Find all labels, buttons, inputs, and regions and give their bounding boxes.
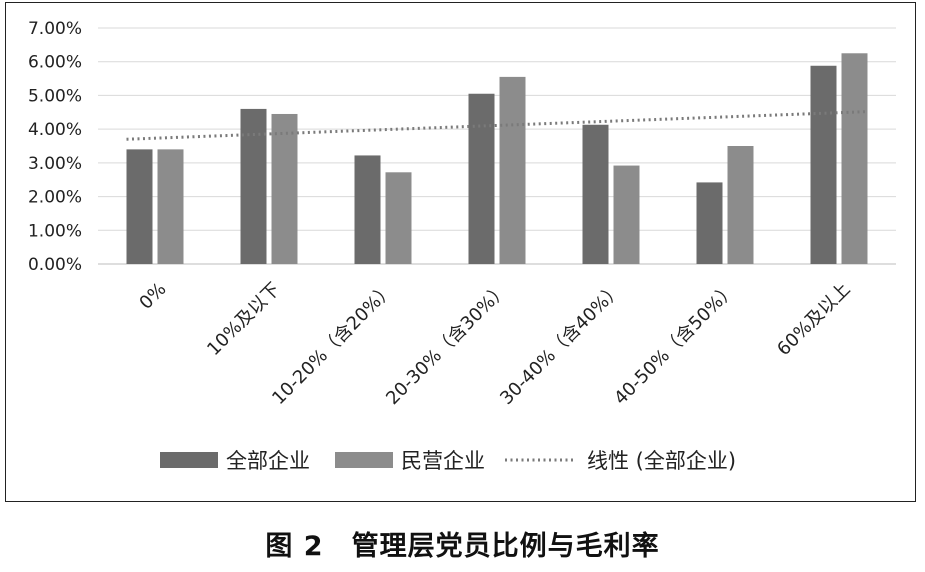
y-tick-label: 0.00%: [28, 255, 82, 275]
x-tick-label: 40-50%（含50%）: [610, 279, 740, 409]
y-tick-label: 2.00%: [28, 188, 82, 208]
bar-chart: 0.00% 1.00% 2.00% 3.00% 4.00% 5.00% 6.00% 7.00%…: [28, 19, 896, 473]
bar-private-enterprises: [841, 53, 868, 265]
x-tick-label: 20-30%（含30%）: [382, 279, 512, 409]
legend-label: 线性 (全部企业): [587, 449, 736, 473]
y-tick-label: 1.00%: [28, 221, 82, 241]
chart-frame: [5, 2, 916, 502]
bar-all-enterprises: [354, 155, 381, 264]
bar-private-enterprises: [271, 113, 298, 264]
bar-all-enterprises: [240, 108, 267, 265]
bar-all-enterprises: [582, 124, 609, 264]
y-tick-label: 5.00%: [28, 86, 82, 106]
y-tick-label: 3.00%: [28, 154, 82, 174]
y-tick-label: 4.00%: [28, 120, 82, 140]
x-tick-label: 0%: [135, 279, 170, 314]
x-tick-label: 10-20%（含20%）: [268, 279, 398, 409]
legend-label: 全部企业: [226, 449, 310, 473]
legend-swatch: [335, 452, 393, 468]
bar-all-enterprises: [810, 65, 837, 264]
bar-private-enterprises: [385, 172, 412, 264]
x-tick-label: 60%及以上: [773, 279, 854, 360]
trendline: [126, 110, 868, 141]
legend-label: 民营企业: [401, 449, 485, 473]
bar-private-enterprises: [613, 165, 640, 264]
figure-caption: 图 2 管理层党员比例与毛利率: [265, 531, 660, 562]
bar-all-enterprises: [696, 182, 723, 264]
bar-private-enterprises: [727, 146, 754, 264]
bar-private-enterprises: [499, 76, 526, 264]
y-tick-label: 7.00%: [28, 19, 82, 39]
bar-private-enterprises: [157, 149, 184, 264]
x-tick-label: 30-40%（含40%）: [496, 279, 626, 409]
bar-all-enterprises: [468, 93, 495, 264]
bar-all-enterprises: [126, 149, 153, 264]
y-tick-label: 6.00%: [28, 53, 82, 73]
legend-swatch: [160, 452, 218, 468]
x-tick-label: 10%及以下: [203, 279, 284, 360]
